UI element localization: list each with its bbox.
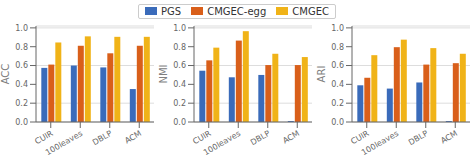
svg-text:0.6: 0.6	[331, 61, 344, 70]
svg-text:ACM: ACM	[123, 129, 143, 146]
svg-text:0.2: 0.2	[173, 99, 186, 108]
svg-text:0.2: 0.2	[331, 99, 344, 108]
svg-text:ARI: ARI	[316, 66, 327, 83]
svg-text:0.0: 0.0	[173, 118, 186, 127]
html-text:CMGEC-egg: CMGEC-egg	[207, 5, 267, 17]
svg-text:NMI: NMI	[158, 64, 169, 83]
svg-text:0.6: 0.6	[15, 61, 28, 70]
svg-text:100leaves: 100leaves	[202, 129, 242, 156]
svg-text:0.2: 0.2	[15, 99, 28, 108]
svg-text:0.6: 0.6	[173, 61, 186, 70]
html-text:PGS: PGS	[161, 5, 182, 17]
svg-text:DBLP: DBLP	[91, 129, 114, 147]
html-text:CMGEC: CMGEC	[292, 5, 329, 17]
svg-text:1.0: 1.0	[15, 24, 28, 33]
svg-text:ACC: ACC	[8, 64, 11, 85]
svg-text:0.4: 0.4	[331, 80, 344, 89]
svg-text:0.0: 0.0	[331, 118, 344, 127]
svg-text:0.4: 0.4	[15, 80, 28, 89]
svg-text:0.8: 0.8	[15, 43, 28, 52]
svg-text:0.0: 0.0	[15, 118, 28, 127]
svg-text:0.8: 0.8	[173, 43, 186, 52]
svg-text:CUIR: CUIR	[33, 129, 55, 147]
svg-text:0.4: 0.4	[173, 80, 186, 89]
svg-text:1.0: 1.0	[173, 24, 186, 33]
svg-text:DBLP: DBLP	[249, 129, 272, 147]
svg-text:DBLP: DBLP	[407, 129, 430, 147]
svg-text:CUIR: CUIR	[191, 129, 213, 147]
svg-text:0.8: 0.8	[331, 43, 344, 52]
svg-text:ACM: ACM	[281, 129, 301, 146]
svg-text:100leaves: 100leaves	[44, 129, 84, 156]
svg-text:1.0: 1.0	[331, 24, 344, 33]
svg-text:CUIR: CUIR	[349, 129, 371, 147]
svg-text:100leaves: 100leaves	[360, 129, 400, 156]
svg-text:ACM: ACM	[439, 129, 459, 146]
